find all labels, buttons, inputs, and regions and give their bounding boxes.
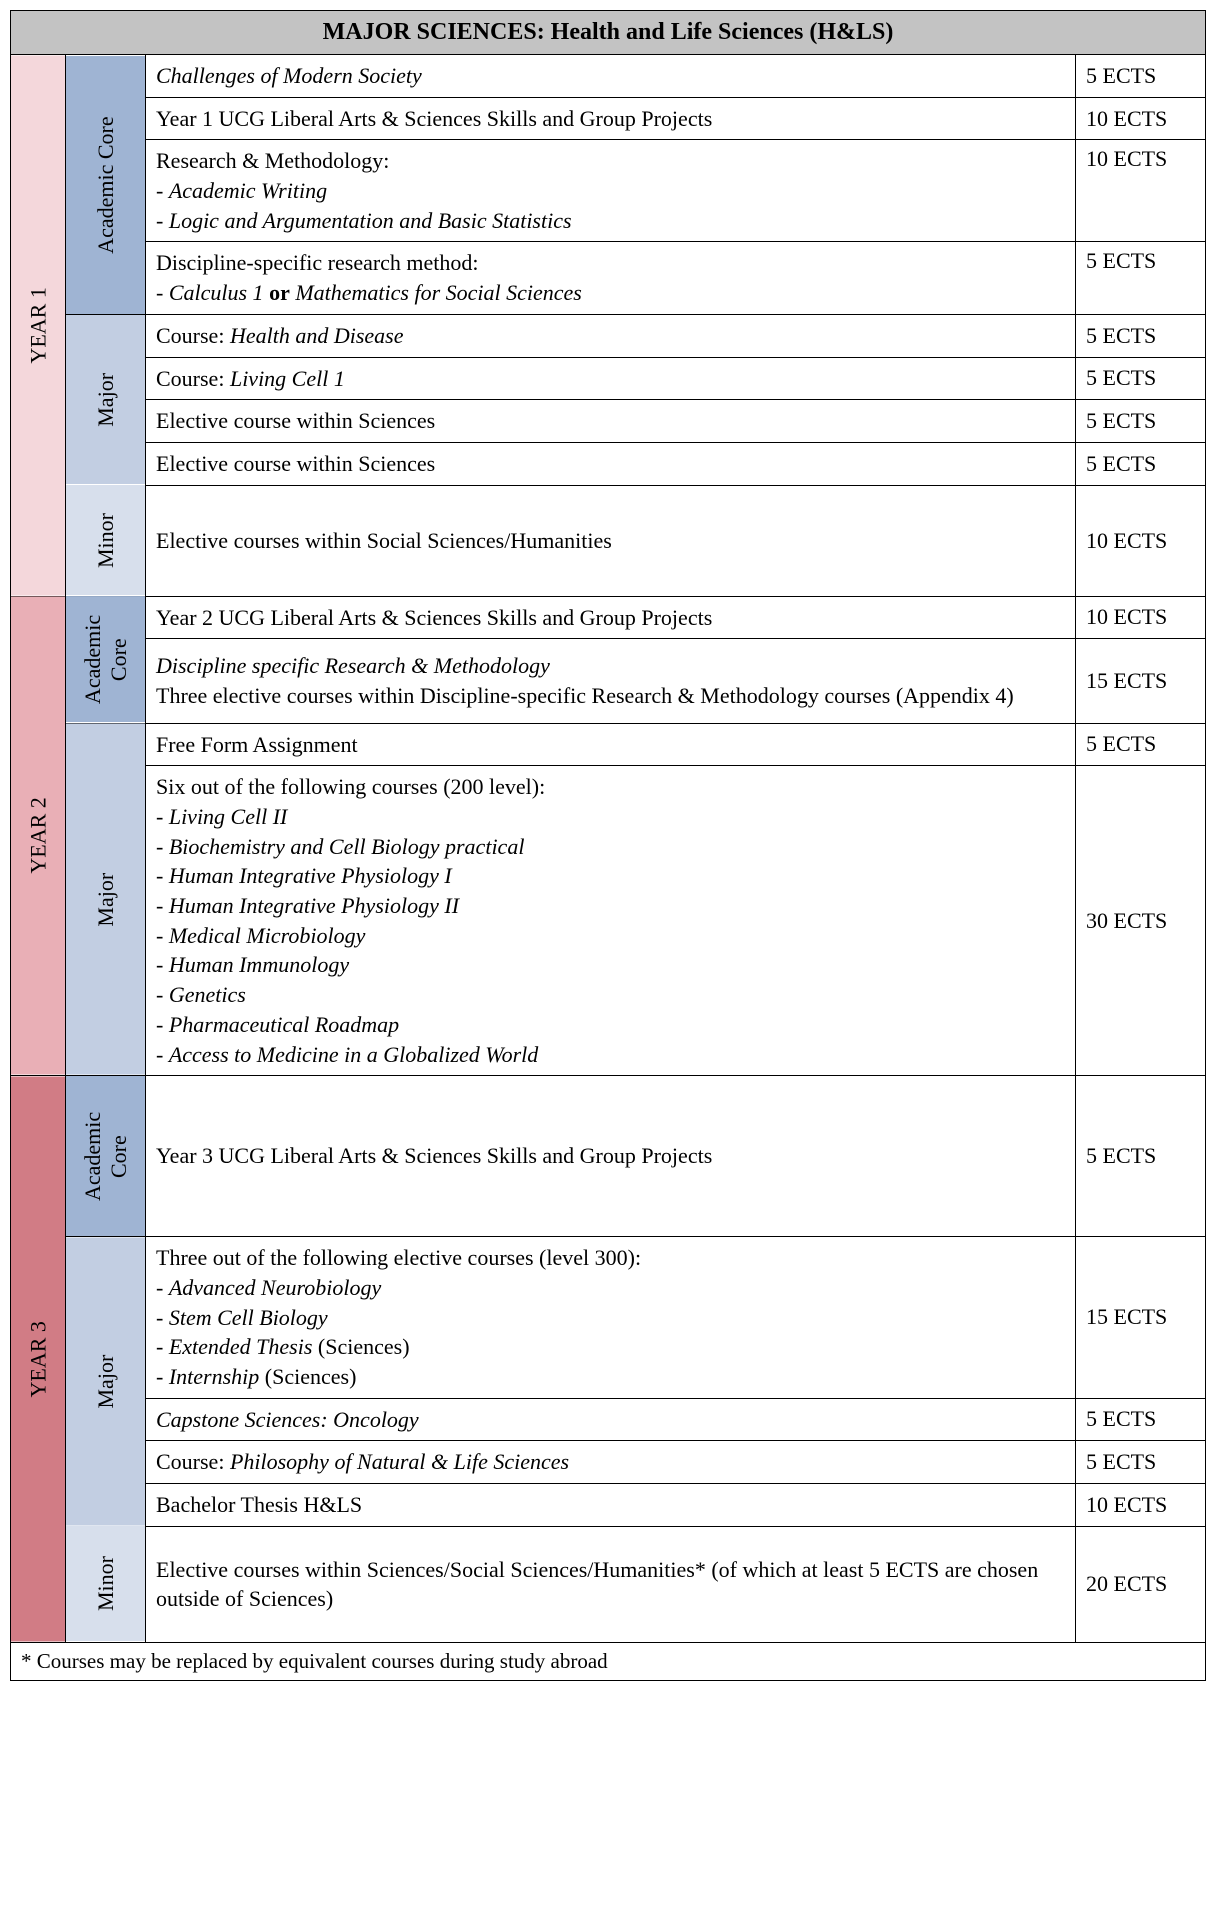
- footnote-row: * Courses may be replaced by equivalent …: [11, 1642, 1206, 1680]
- course-ects: 15 ECTS: [1076, 1237, 1206, 1398]
- course-desc: Bachelor Thesis H&LS: [146, 1484, 1076, 1527]
- table-row: Research & Methodology:- Academic Writin…: [11, 140, 1206, 242]
- course-desc: Year 1 UCG Liberal Arts & Sciences Skill…: [146, 97, 1076, 140]
- table-row: YEAR 3 AcademicCore Year 3 UCG Liberal A…: [11, 1076, 1206, 1237]
- table-row: Major Course: Health and Disease 5 ECTS: [11, 314, 1206, 357]
- course-desc: Free Form Assignment: [146, 723, 1076, 766]
- table-row: Bachelor Thesis H&LS 10 ECTS: [11, 1484, 1206, 1527]
- course-desc: Elective courses within Sciences/Social …: [146, 1526, 1076, 1642]
- course-ects: 10 ECTS: [1076, 596, 1206, 639]
- course-ects: 5 ECTS: [1076, 1076, 1206, 1237]
- course-ects: 10 ECTS: [1076, 1484, 1206, 1527]
- category-major: Major: [66, 1237, 146, 1527]
- course-ects: 5 ECTS: [1076, 242, 1206, 314]
- table-row: Elective course within Sciences 5 ECTS: [11, 400, 1206, 443]
- year-label-1: YEAR 1: [11, 55, 66, 597]
- table-row: Six out of the following courses (200 le…: [11, 766, 1206, 1076]
- course-desc: Elective course within Sciences: [146, 442, 1076, 485]
- course-ects: 30 ECTS: [1076, 766, 1206, 1076]
- course-desc: Elective course within Sciences: [146, 400, 1076, 443]
- table-row: YEAR 1 Academic Core Challenges of Moder…: [11, 55, 1206, 98]
- category-academic-core: AcademicCore: [66, 1076, 146, 1237]
- category-major: Major: [66, 723, 146, 1076]
- table-row: Course: Philosophy of Natural & Life Sci…: [11, 1441, 1206, 1484]
- course-ects: 5 ECTS: [1076, 55, 1206, 98]
- header-row: MAJOR SCIENCES: Health and Life Sciences…: [11, 11, 1206, 55]
- course-desc: Capstone Sciences: Oncology: [146, 1398, 1076, 1441]
- course-desc: Year 2 UCG Liberal Arts & Sciences Skill…: [146, 596, 1076, 639]
- course-desc: Course: Philosophy of Natural & Life Sci…: [146, 1441, 1076, 1484]
- curriculum-table: MAJOR SCIENCES: Health and Life Sciences…: [10, 10, 1206, 1681]
- course-ects: 10 ECTS: [1076, 140, 1206, 242]
- table-row: YEAR 2 AcademicCore Year 2 UCG Liberal A…: [11, 596, 1206, 639]
- table-row: Elective course within Sciences 5 ECTS: [11, 442, 1206, 485]
- category-minor: Minor: [66, 485, 146, 596]
- category-minor: Minor: [66, 1526, 146, 1642]
- category-major: Major: [66, 314, 146, 485]
- course-desc: Discipline specific Research & Methodolo…: [146, 639, 1076, 723]
- course-desc: Six out of the following courses (200 le…: [146, 766, 1076, 1076]
- table-row: Capstone Sciences: Oncology 5 ECTS: [11, 1398, 1206, 1441]
- table-row: Major Free Form Assignment 5 ECTS: [11, 723, 1206, 766]
- course-ects: 5 ECTS: [1076, 1398, 1206, 1441]
- course-desc: Course: Health and Disease: [146, 314, 1076, 357]
- table-row: Year 1 UCG Liberal Arts & Sciences Skill…: [11, 97, 1206, 140]
- table-row: Minor Elective courses within Sciences/S…: [11, 1526, 1206, 1642]
- course-ects: 5 ECTS: [1076, 314, 1206, 357]
- course-ects: 5 ECTS: [1076, 442, 1206, 485]
- course-ects: 10 ECTS: [1076, 485, 1206, 596]
- table-row: Minor Elective courses within Social Sci…: [11, 485, 1206, 596]
- course-desc: Challenges of Modern Society: [146, 55, 1076, 98]
- table-row: Major Three out of the following electiv…: [11, 1237, 1206, 1398]
- table-title: MAJOR SCIENCES: Health and Life Sciences…: [11, 11, 1206, 55]
- course-ects: 5 ECTS: [1076, 723, 1206, 766]
- course-ects: 5 ECTS: [1076, 1441, 1206, 1484]
- course-desc: Research & Methodology:- Academic Writin…: [146, 140, 1076, 242]
- category-academic-core: AcademicCore: [66, 596, 146, 723]
- course-ects: 10 ECTS: [1076, 97, 1206, 140]
- course-desc: Discipline-specific research method:- Ca…: [146, 242, 1076, 314]
- table-row: Course: Living Cell 1 5 ECTS: [11, 357, 1206, 400]
- course-desc: Elective courses within Social Sciences/…: [146, 485, 1076, 596]
- course-ects: 15 ECTS: [1076, 639, 1206, 723]
- category-academic-core: Academic Core: [66, 55, 146, 315]
- year-label-2: YEAR 2: [11, 596, 66, 1076]
- course-ects: 20 ECTS: [1076, 1526, 1206, 1642]
- course-desc: Course: Living Cell 1: [146, 357, 1076, 400]
- course-desc: Year 3 UCG Liberal Arts & Sciences Skill…: [146, 1076, 1076, 1237]
- footnote-text: * Courses may be replaced by equivalent …: [11, 1642, 1206, 1680]
- table-row: Discipline specific Research & Methodolo…: [11, 639, 1206, 723]
- course-ects: 5 ECTS: [1076, 357, 1206, 400]
- table-row: Discipline-specific research method:- Ca…: [11, 242, 1206, 314]
- course-desc: Three out of the following elective cour…: [146, 1237, 1076, 1398]
- course-ects: 5 ECTS: [1076, 400, 1206, 443]
- year-label-3: YEAR 3: [11, 1076, 66, 1643]
